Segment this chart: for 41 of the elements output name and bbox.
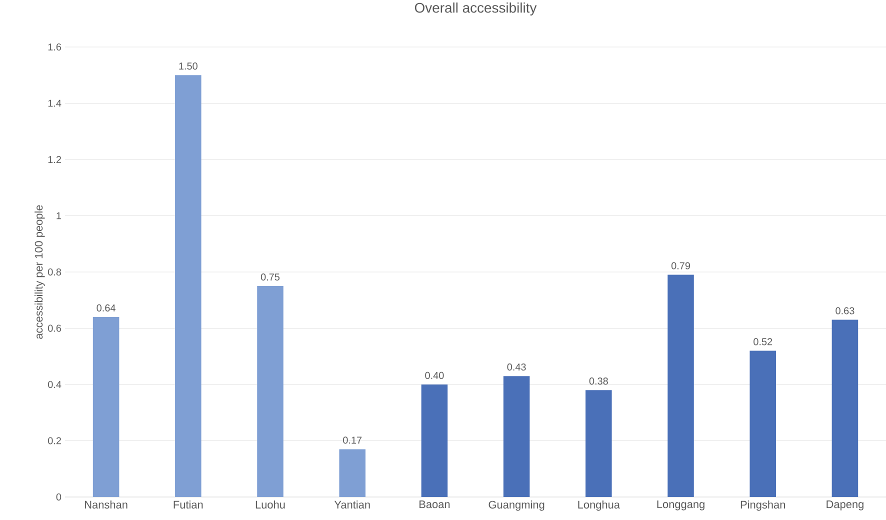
x-tick-label: Guangming <box>488 500 544 511</box>
bar <box>421 384 448 497</box>
x-tick-label: Pingshan <box>740 500 785 511</box>
y-tick-label: 1.2 <box>48 156 61 163</box>
bar <box>175 75 202 497</box>
y-tick-label: 1 <box>56 212 61 220</box>
x-tick-label: Baoan <box>420 500 450 508</box>
y-tick-label: 1.4 <box>48 100 62 107</box>
data-label: 0.52 <box>754 338 772 346</box>
data-label: 0.38 <box>589 378 608 385</box>
data-label: 0.17 <box>343 436 362 444</box>
x-tick-label: Longhua <box>578 500 620 511</box>
x-tick-label: Yantian <box>334 500 370 509</box>
chart-title: Overall accessibility <box>414 2 537 16</box>
data-label: 0.64 <box>96 304 116 312</box>
data-label: 0.40 <box>425 372 444 379</box>
bar <box>586 390 612 497</box>
y-tick-label: 0.2 <box>48 437 61 444</box>
y-tick-label: 0.4 <box>48 380 62 388</box>
bar <box>832 320 858 497</box>
x-tick-label: Nanshan <box>85 500 128 509</box>
y-tick-label: 0.8 <box>48 268 62 276</box>
data-label: 1.50 <box>179 62 198 70</box>
data-label: 0.43 <box>507 363 526 371</box>
bar <box>339 449 366 497</box>
x-tick-label: Luohu <box>256 500 285 509</box>
x-tick-label: Longgang <box>657 500 704 510</box>
bar <box>750 350 776 497</box>
bar <box>503 376 530 497</box>
y-axis-title: accessibility per 100 people <box>34 205 45 339</box>
y-tick-label: 0.6 <box>48 324 62 332</box>
bar <box>257 286 284 497</box>
bar <box>92 316 120 497</box>
x-tick-label: Futian <box>174 500 203 509</box>
y-tick-label: 0 <box>56 493 62 501</box>
y-tick-label: 1.6 <box>48 43 62 51</box>
bar <box>668 274 694 497</box>
x-tick-label: Dapeng <box>826 500 864 510</box>
data-label: 0.63 <box>836 307 854 314</box>
data-label: 0.75 <box>260 273 280 281</box>
data-label: 0.79 <box>671 262 690 270</box>
